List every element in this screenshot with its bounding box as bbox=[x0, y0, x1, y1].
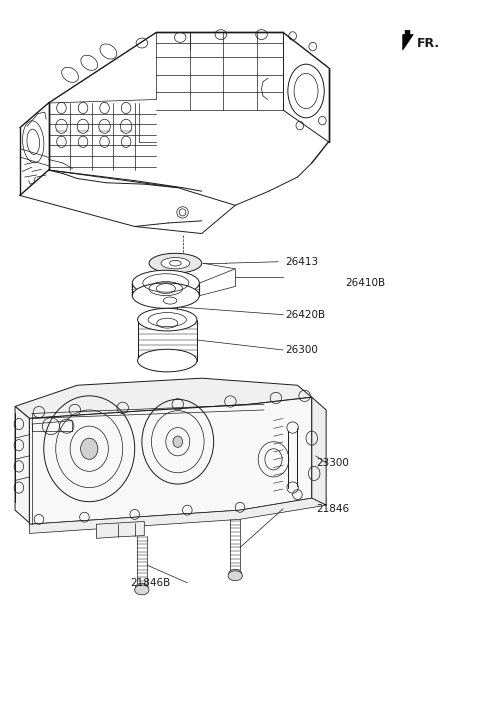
Ellipse shape bbox=[132, 283, 199, 308]
Text: 26413: 26413 bbox=[286, 257, 319, 267]
Text: 21846B: 21846B bbox=[130, 578, 170, 588]
Ellipse shape bbox=[149, 253, 202, 273]
Ellipse shape bbox=[161, 257, 190, 269]
Ellipse shape bbox=[229, 569, 241, 576]
Ellipse shape bbox=[138, 308, 197, 331]
Polygon shape bbox=[15, 407, 29, 523]
Ellipse shape bbox=[136, 583, 148, 590]
Text: 23300: 23300 bbox=[317, 458, 349, 468]
Ellipse shape bbox=[132, 270, 199, 296]
Ellipse shape bbox=[135, 585, 149, 595]
Ellipse shape bbox=[81, 438, 98, 460]
Text: FR.: FR. bbox=[417, 37, 440, 49]
Text: 26420B: 26420B bbox=[286, 310, 325, 320]
Ellipse shape bbox=[138, 349, 197, 372]
Text: 26300: 26300 bbox=[286, 345, 318, 355]
Polygon shape bbox=[312, 397, 326, 506]
Ellipse shape bbox=[169, 260, 181, 266]
Polygon shape bbox=[29, 498, 326, 533]
Polygon shape bbox=[96, 522, 144, 538]
Text: 21846: 21846 bbox=[317, 503, 350, 514]
Ellipse shape bbox=[173, 436, 182, 448]
Polygon shape bbox=[15, 378, 312, 419]
Polygon shape bbox=[403, 30, 413, 50]
Ellipse shape bbox=[228, 571, 242, 580]
Text: 26410B: 26410B bbox=[345, 278, 385, 288]
Polygon shape bbox=[29, 397, 312, 525]
